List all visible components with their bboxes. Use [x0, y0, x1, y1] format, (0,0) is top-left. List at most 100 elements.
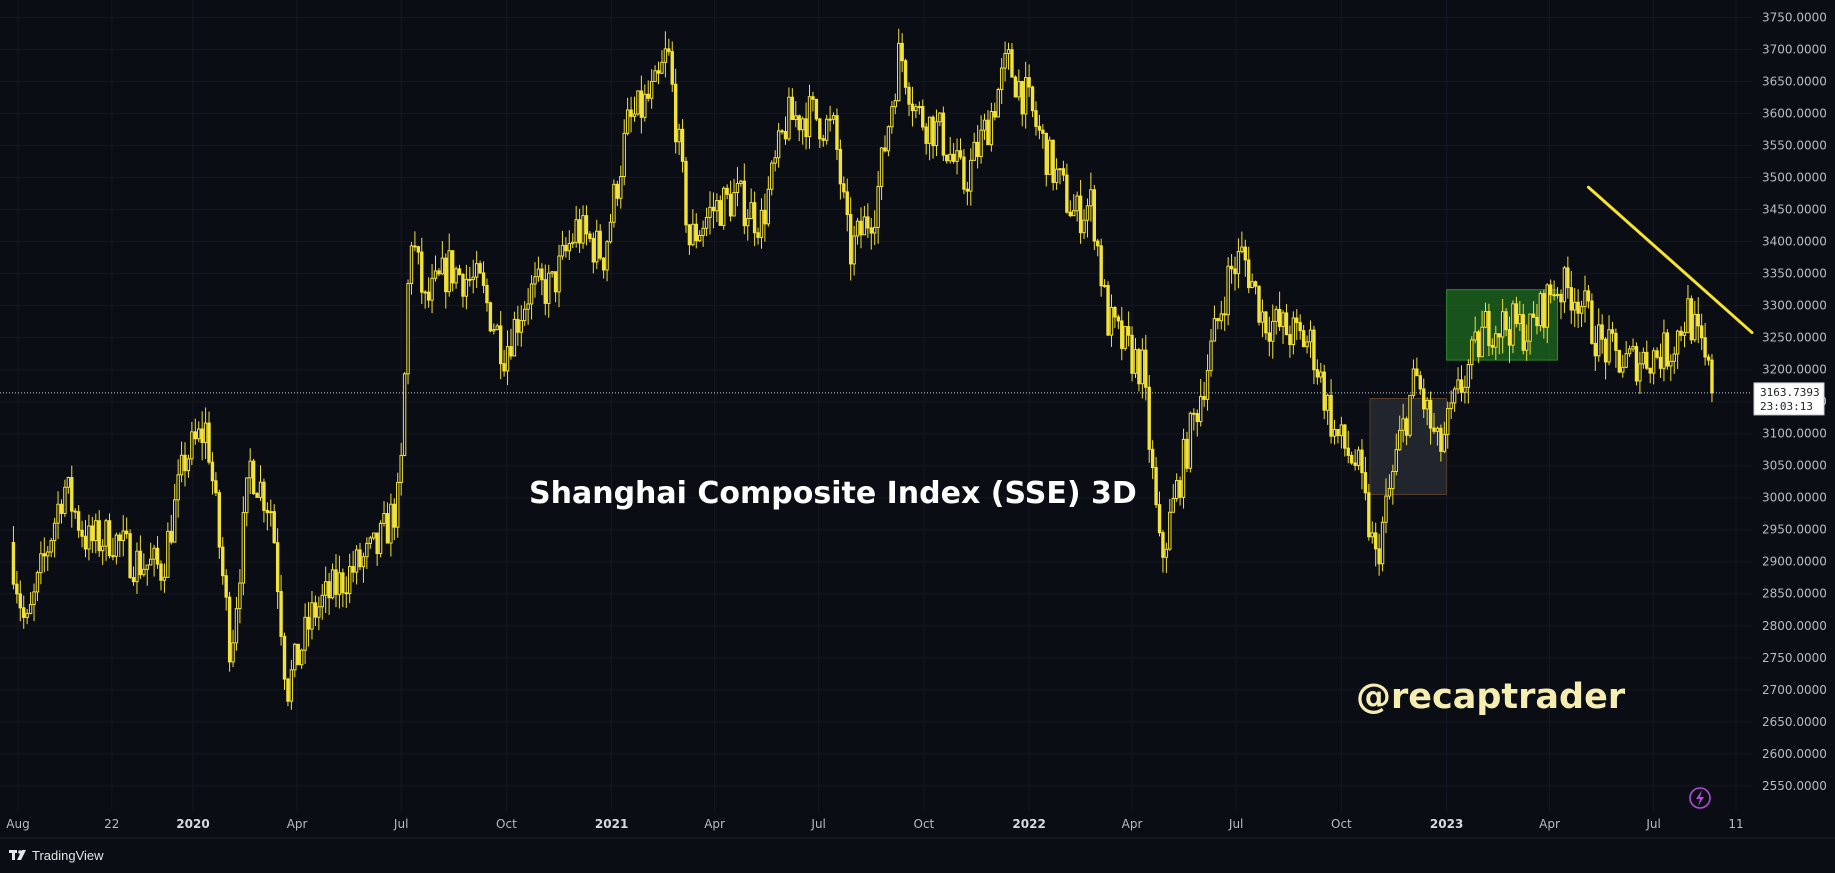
candle-280: [972, 132, 976, 161]
candle-196: [684, 157, 688, 233]
candle-body: [265, 509, 270, 514]
candle-body: [35, 572, 40, 593]
candle-body: [1518, 314, 1522, 325]
candle-467: [1614, 328, 1618, 368]
candle-445: [1538, 291, 1543, 332]
candle-body: [838, 148, 843, 185]
candle-148: [519, 305, 523, 347]
y-tick-label: 3400.0000: [1762, 235, 1827, 249]
candle-362: [1253, 280, 1258, 295]
candle-302: [1048, 136, 1052, 175]
candle-body: [1003, 53, 1007, 69]
candle-372: [1288, 325, 1292, 358]
candle-body: [787, 96, 791, 140]
candle-body: [1360, 449, 1364, 474]
candle-body: [1243, 246, 1247, 261]
candle-body: [406, 283, 410, 375]
candle-body: [1446, 408, 1450, 435]
candle-220: [766, 176, 771, 227]
candle-397: [1373, 522, 1378, 567]
candle-body: [135, 550, 139, 583]
candle-266: [924, 123, 928, 155]
candle-body: [320, 594, 324, 608]
candle-body: [1140, 349, 1145, 385]
candle-114: [402, 372, 407, 457]
candle-442: [1528, 313, 1532, 355]
candle-294: [1020, 80, 1024, 127]
candle-464: [1603, 337, 1608, 380]
x-axis[interactable]: Aug 22 2020 Apr Jul Oct 2021 Apr Jul Oct 2022 Apr Ju…: [0, 817, 1835, 839]
candle-body: [1298, 322, 1302, 332]
lightning-icon[interactable]: [1689, 787, 1711, 809]
candle-body: [701, 227, 705, 236]
candle-body: [382, 513, 386, 524]
candle-343: [1188, 411, 1193, 473]
candle-39: [145, 564, 149, 586]
candle-222: [773, 150, 777, 172]
candle-body: [660, 61, 664, 74]
candle-40: [148, 542, 153, 566]
candle-body: [80, 529, 84, 537]
candle-body: [495, 325, 499, 331]
candle-body: [485, 284, 489, 304]
candle-214: [746, 209, 750, 241]
candle-109: [385, 502, 390, 544]
candle-body: [317, 606, 321, 618]
candle-body: [269, 511, 273, 514]
candle-body: [1185, 438, 1189, 469]
x-tick-label: Apr: [1122, 817, 1143, 831]
candle-body: [588, 233, 592, 239]
candle-318: [1102, 279, 1107, 288]
candle-49: [179, 441, 184, 483]
candle-335: [1161, 530, 1165, 573]
candle-body: [924, 126, 928, 144]
candle-326: [1130, 326, 1134, 382]
candle-body: [124, 530, 129, 535]
candle-188: [656, 61, 661, 85]
candle-314: [1089, 172, 1093, 222]
candle-body: [1198, 396, 1203, 423]
candle-body: [1689, 298, 1694, 341]
candle-25: [97, 510, 101, 557]
candle-391: [1353, 449, 1357, 471]
candle-body: [619, 175, 623, 199]
candle-body: [557, 255, 561, 293]
candle-body: [1250, 281, 1254, 289]
candle-108: [382, 500, 386, 527]
candle-body: [1226, 265, 1230, 316]
candle-body: [293, 643, 297, 671]
candle-body: [1566, 267, 1570, 289]
candle-body: [231, 642, 235, 663]
y-tick-label: 2750.0000: [1762, 651, 1827, 665]
candle-body: [1161, 532, 1165, 558]
candle-body: [1476, 331, 1481, 358]
candle-body: [1638, 363, 1642, 382]
candle-body: [173, 499, 177, 543]
candle-body: [454, 268, 458, 284]
candle-436: [1507, 316, 1512, 364]
candle-body: [639, 90, 644, 118]
candle-46: [169, 514, 173, 545]
candle-161: [564, 237, 568, 258]
candle-body: [1157, 504, 1162, 534]
candle-197: [687, 224, 692, 255]
candle-20: [80, 520, 84, 548]
candle-370: [1281, 310, 1285, 344]
candle-body: [543, 279, 547, 304]
candle-body: [162, 576, 167, 581]
candle-360: [1247, 246, 1251, 294]
candle-140: [492, 323, 496, 335]
candle-body: [1559, 293, 1563, 303]
candle-body: [430, 277, 434, 301]
candle-105: [372, 532, 376, 541]
candle-body: [526, 303, 530, 310]
candle-252: [876, 171, 880, 244]
candle-235: [818, 117, 822, 149]
candle-286: [993, 102, 997, 121]
candle-135: [474, 250, 479, 288]
y-axis[interactable]: 2550.0000 2600.0000 2650.0000 2700.0000 2750…: [1753, 11, 1827, 793]
tradingview-brand[interactable]: TradingView: [9, 848, 104, 863]
candle-body: [739, 180, 743, 184]
